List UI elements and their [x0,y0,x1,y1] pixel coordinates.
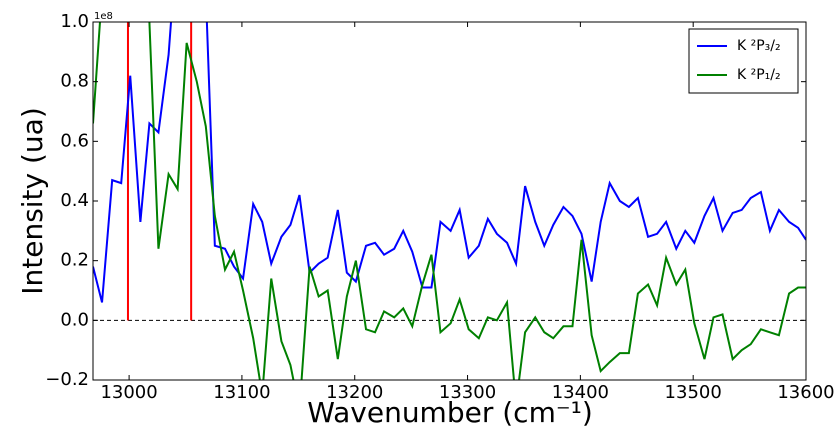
x-tick-label: 13100 [213,382,270,403]
series-line [93,22,806,380]
y-tick-label: −0.2 [45,369,89,390]
x-tick-label: 13600 [777,382,834,403]
y-tick-label: 0.6 [60,130,89,151]
x-tick-label: 13000 [100,382,157,403]
y-tick-label: 0.8 [60,71,89,92]
x-tick-label: 13200 [326,382,383,403]
y-tick-label: 0.2 [60,250,89,271]
series-line [93,22,806,303]
y-tick-label: 0.0 [60,309,89,330]
y-tick-label: 0.4 [60,190,89,211]
x-tick-label: 13500 [665,382,722,403]
offset-text: 1e8 [94,11,113,22]
legend-box [688,28,799,94]
legend-label: K ²P₁/₂ [737,67,781,83]
x-axis-label: Wavenumber (cm⁻¹) [307,396,593,429]
x-tick-label: 13300 [439,382,496,403]
y-axis-label: Intensity (ua) [16,107,49,295]
y-tick-label: 1.0 [60,11,89,32]
legend-label: K ²P₃/₂ [737,38,781,54]
x-tick-label: 13400 [552,382,609,403]
plot-area [93,22,806,380]
